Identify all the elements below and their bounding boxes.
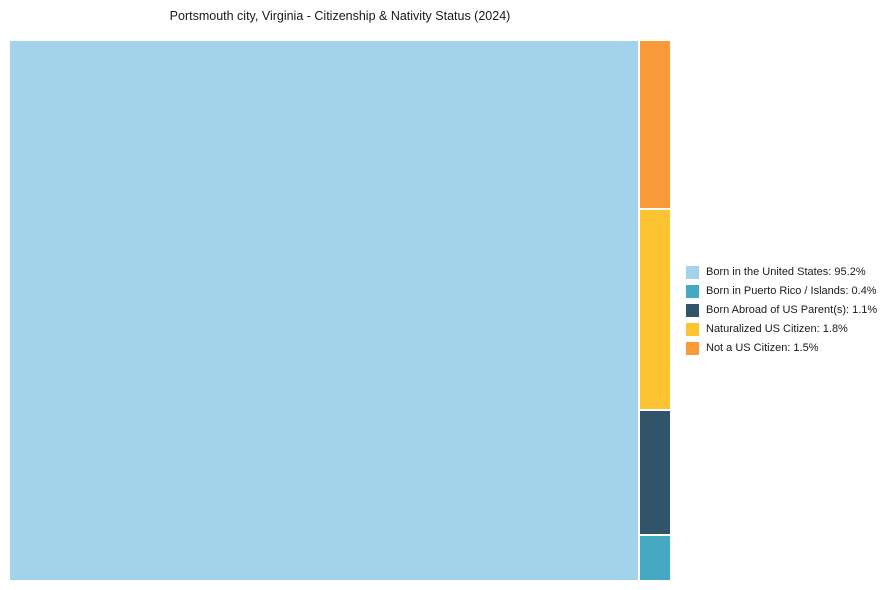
chart-title: Portsmouth city, Virginia - Citizenship … bbox=[169, 9, 511, 23]
legend-label: Not a US Citizen: 1.5% bbox=[706, 342, 819, 354]
legend-swatch-icon bbox=[686, 266, 699, 279]
treemap-segment-naturalized-us-citizen bbox=[640, 209, 670, 410]
legend-item-not-a-us-citizen: Not a US Citizen: 1.5% bbox=[686, 342, 877, 355]
treemap-segment-born-in-the-united-states bbox=[10, 41, 639, 580]
legend-label: Born Abroad of US Parent(s): 1.1% bbox=[706, 304, 878, 316]
treemap-segment-born-abroad-of-us-parent-s bbox=[640, 411, 670, 534]
treemap-side-column bbox=[640, 41, 670, 580]
legend-item-naturalized-us-citizen: Naturalized US Citizen: 1.8% bbox=[686, 323, 877, 336]
legend-item-born-in-puerto-rico-islands: Born in Puerto Rico / Islands: 0.4% bbox=[686, 285, 877, 298]
legend-label: Born in Puerto Rico / Islands: 0.4% bbox=[706, 285, 877, 297]
legend-item-born-in-the-united-states: Born in the United States: 95.2% bbox=[686, 266, 877, 279]
treemap-segment-born-in-puerto-rico-islands bbox=[640, 535, 670, 580]
legend-label: Naturalized US Citizen: 1.8% bbox=[706, 323, 848, 335]
treemap-segment-not-a-us-citizen bbox=[640, 41, 670, 208]
legend-swatch-icon bbox=[686, 285, 699, 298]
legend-swatch-icon bbox=[686, 323, 699, 336]
legend-swatch-icon bbox=[686, 342, 699, 355]
legend-label: Born in the United States: 95.2% bbox=[706, 266, 866, 278]
treemap bbox=[10, 41, 670, 580]
legend: Born in the United States: 95.2% Born in … bbox=[686, 266, 877, 355]
legend-swatch-icon bbox=[686, 304, 699, 317]
legend-item-born-abroad-of-us-parent-s: Born Abroad of US Parent(s): 1.1% bbox=[686, 304, 877, 317]
